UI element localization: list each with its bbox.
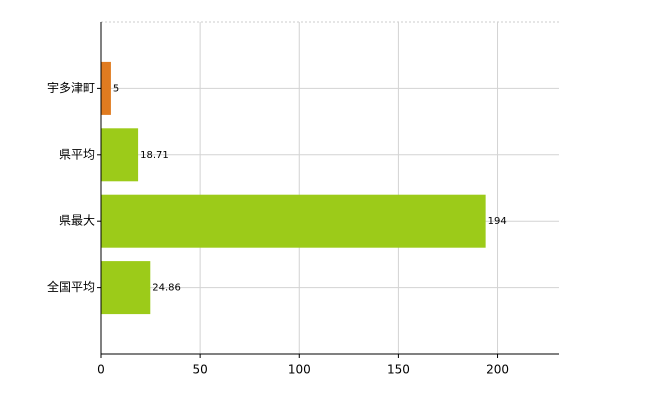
x-tick-label: 0 (97, 363, 105, 377)
value-label: 18.71 (140, 150, 169, 161)
value-label: 194 (488, 216, 507, 227)
bar (101, 128, 139, 182)
y-tick-label: 全国平均 (47, 279, 95, 294)
value-label: 5 (113, 83, 119, 94)
bar (101, 194, 486, 248)
y-tick-label: 県最大 (59, 214, 95, 228)
bar (101, 261, 151, 315)
value-label: 24.86 (152, 283, 181, 294)
x-tick-label: 200 (486, 363, 509, 377)
x-tick-label: 100 (288, 363, 311, 377)
x-tick-label: 50 (192, 363, 207, 377)
y-tick-label: 県平均 (59, 147, 95, 161)
y-tick-label: 宇多津町 (47, 81, 95, 95)
bar (101, 61, 111, 115)
x-tick-label: 150 (387, 363, 410, 377)
